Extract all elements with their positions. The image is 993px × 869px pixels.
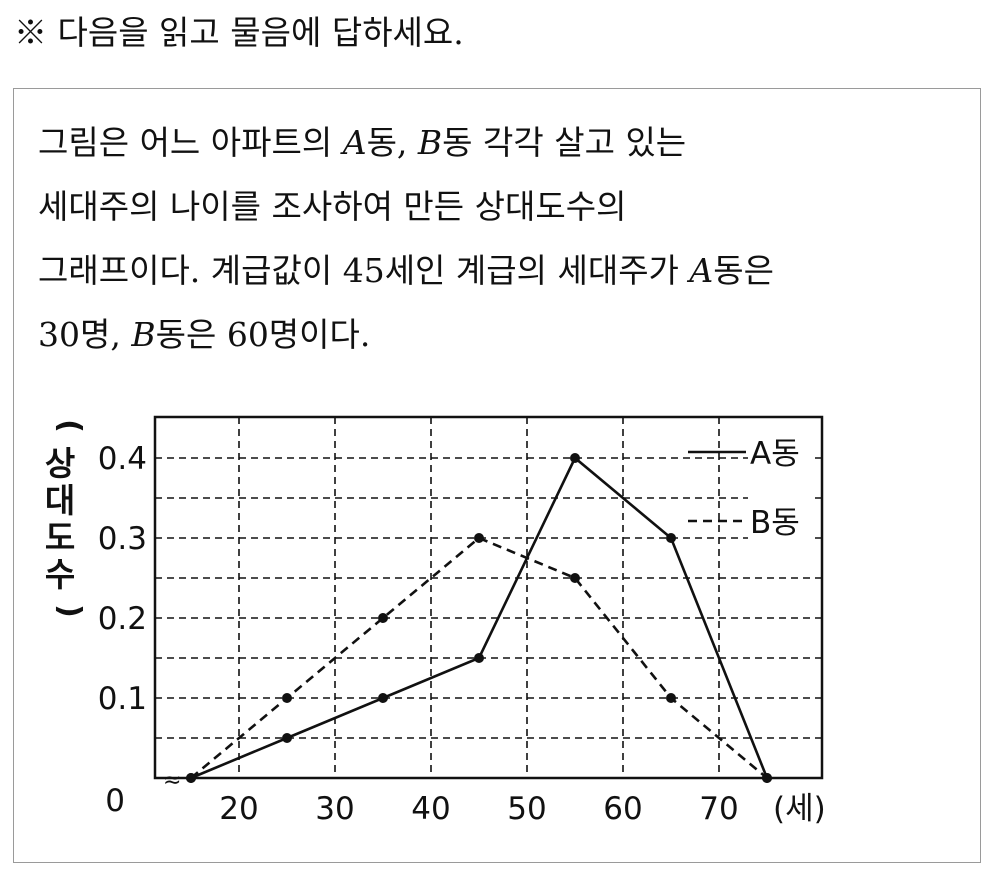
legend-label-a: A동 [750,436,800,472]
y-tick-label: 0.3 [98,521,147,557]
y-label-char: 대 [45,481,75,520]
question-instruction: ※ 다음을 읽고 물음에 답하세요. [14,13,464,52]
data-point-a [282,733,292,743]
y-axis-label: ( 상대도수) [45,419,87,618]
x-tick-label: 20 [219,791,258,827]
passage-line-1: 그림은 어느 아파트의 A동, B동 각각 살고 있는 [38,123,687,162]
data-points [186,453,772,783]
y-tick-label: 0 [105,783,125,819]
y-label-paren: ( [52,419,87,433]
label-a: A [689,251,714,290]
data-point-a [666,533,676,543]
legend-label-b: B동 [750,505,800,541]
data-point-b [474,533,484,543]
x-tick-label: 30 [315,791,354,827]
data-point-b [762,773,772,783]
data-point-b [378,613,388,623]
y-tick-label: 0.1 [98,681,147,717]
data-point-a [378,693,388,703]
passage-text: 그림은 어느 아파트의 A동, B동 각각 살고 있는 세대주의 나이를 조사하… [38,111,968,367]
legend-label-bg [748,428,810,474]
passage-line-3: 그래프이다. 계급값이 45세인 계급의 세대주가 A동은 [38,251,774,290]
label-a: A [342,123,367,162]
x-tick-label: 50 [507,791,546,827]
y-tick-label: 0.2 [98,601,147,637]
question-panel: 그림은 어느 아파트의 A동, B동 각각 살고 있는 세대주의 나이를 조사하… [13,88,981,863]
tick-labels: 20 30 40 50 60 70 0 0.1 0.2 0.3 0.4 [98,441,739,827]
x-axis-label: (세) [773,791,826,827]
y-label-char: 수 [45,555,75,594]
legend-label-bg [748,497,810,543]
y-tick-label: 0.4 [98,441,147,477]
data-point-b [282,693,292,703]
label-b: B [417,123,443,162]
data-point-a [474,653,484,663]
x-tick-label: 70 [699,791,738,827]
data-point-b [666,693,676,703]
y-label-char: 도 [45,518,75,557]
y-label-char: 상 [45,444,75,483]
y-label-paren: ) [52,604,87,618]
data-point-b [570,573,580,583]
label-b: B [131,315,156,354]
passage-line-4: 30명, B동은 60명이다. [38,315,371,354]
x-tick-label: 60 [603,791,642,827]
data-point-a [570,453,580,463]
passage-line-2: 세대주의 나이를 조사하여 만든 상대도수의 [38,187,627,226]
grid-lines [155,417,822,778]
legend: A동 B동 [688,428,810,543]
data-point-b [186,773,196,783]
x-tick-label: 40 [411,791,450,827]
axis-break-mark: ≈ [163,768,181,793]
plot-frame [153,415,824,780]
